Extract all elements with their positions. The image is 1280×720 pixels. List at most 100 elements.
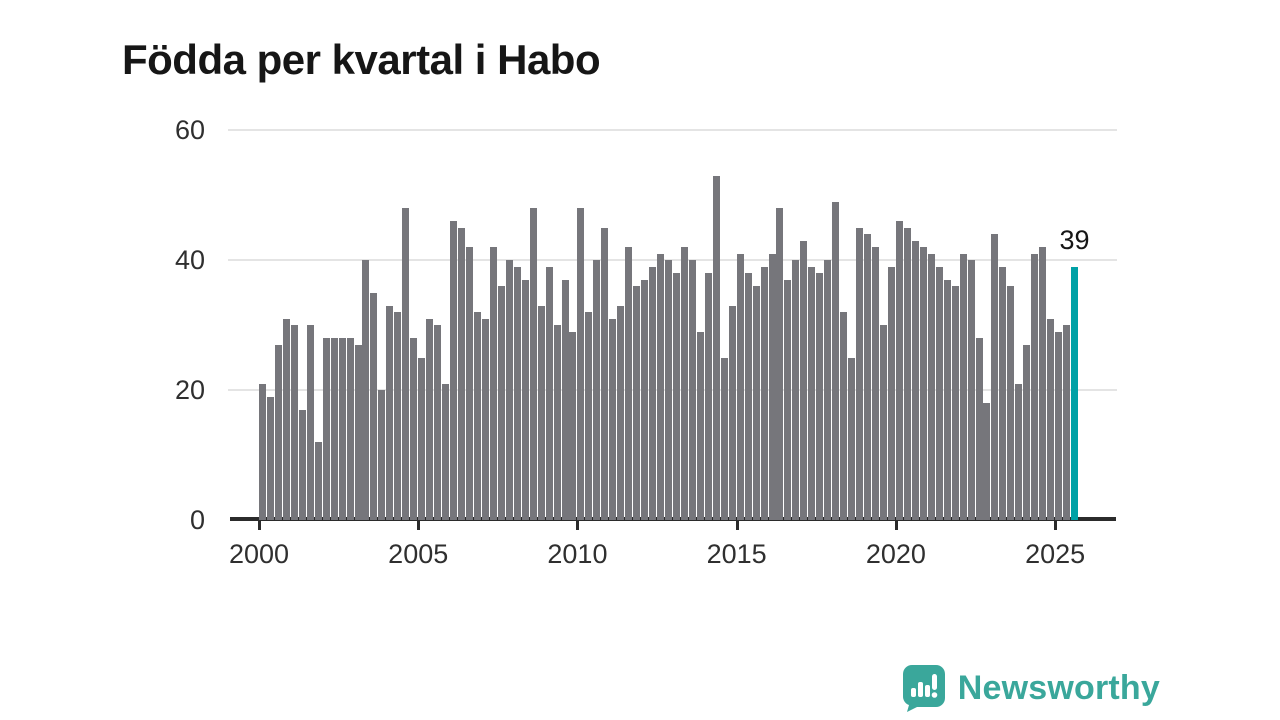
- x-axis-tick: [417, 521, 421, 530]
- newsworthy-wordmark: Newsworthy: [957, 668, 1160, 707]
- bar: [665, 260, 673, 520]
- bar: [903, 227, 911, 520]
- bar: [927, 253, 935, 520]
- y-axis-tick-label: 20: [174, 375, 205, 405]
- newsworthy-logo-icon: [902, 664, 946, 712]
- bar: [1015, 383, 1023, 520]
- bar: [633, 286, 641, 520]
- x-axis-tick-label: 2025: [1025, 539, 1086, 569]
- bar: [895, 221, 903, 520]
- bar: [450, 221, 458, 520]
- x-axis-tick: [258, 521, 261, 530]
- bar: [609, 318, 617, 520]
- bar: [1023, 344, 1031, 520]
- bar: [784, 279, 792, 520]
- bar: [569, 331, 577, 520]
- bar: [259, 383, 266, 520]
- highlighted-bar: [1071, 266, 1079, 520]
- bar: [489, 247, 497, 520]
- highlight-value-label: 39: [1059, 224, 1090, 255]
- bar: [680, 247, 688, 520]
- bar: [864, 234, 872, 520]
- bar: [649, 266, 657, 520]
- bar: [1055, 331, 1063, 520]
- bar: [617, 305, 625, 520]
- bar: [641, 279, 649, 520]
- bar: [999, 266, 1007, 520]
- bar: [378, 390, 386, 520]
- bar: [386, 305, 394, 520]
- bar: [290, 325, 298, 520]
- bar: [967, 260, 975, 520]
- bar: [370, 292, 378, 520]
- x-axis-tick-label: 2000: [228, 539, 290, 569]
- bar: [856, 227, 864, 520]
- bar: [394, 312, 402, 520]
- bar: [1031, 253, 1039, 520]
- bar: [625, 247, 633, 520]
- bar: [704, 273, 712, 520]
- gridline-20: [228, 389, 1117, 391]
- x-axis-tick: [894, 521, 898, 530]
- bar: [537, 305, 545, 520]
- bar: [593, 260, 601, 520]
- x-axis-tick: [735, 521, 739, 530]
- bar: [808, 266, 816, 520]
- bar: [545, 266, 553, 520]
- bar: [434, 325, 442, 520]
- bar: [362, 260, 370, 520]
- bar: [744, 273, 752, 520]
- bar: [354, 344, 362, 520]
- bar: [601, 227, 609, 520]
- bar: [879, 325, 887, 520]
- bar: [426, 318, 434, 520]
- bar: [338, 338, 346, 520]
- bar: [848, 357, 856, 520]
- bar: [529, 208, 537, 520]
- branding: Newsworthy: [902, 664, 1160, 712]
- bar: [736, 253, 744, 520]
- bar: [513, 266, 521, 520]
- x-axis-tick-label: 2005: [388, 539, 449, 569]
- bar: [696, 331, 704, 520]
- y-axis-tick-label: 0: [189, 505, 205, 535]
- x-axis-tick-label: 2010: [547, 539, 608, 569]
- bar: [1039, 247, 1047, 520]
- x-axis-tick: [576, 521, 580, 530]
- bar: [1063, 325, 1071, 520]
- bar: [561, 279, 569, 520]
- bar: [1007, 286, 1015, 520]
- bar: [712, 175, 720, 520]
- bar: [418, 357, 426, 520]
- x-axis-tick-label: 2020: [865, 539, 926, 569]
- gridline-60: [228, 129, 1117, 131]
- bar: [872, 247, 879, 520]
- bar: [688, 260, 696, 520]
- bar: [919, 247, 927, 520]
- x-axis-tick: [1054, 521, 1058, 530]
- bar: [505, 260, 513, 520]
- bar: [792, 260, 800, 520]
- bar: [832, 201, 840, 520]
- bar: [760, 266, 768, 520]
- bar: [481, 318, 489, 520]
- bar: [306, 325, 314, 520]
- bar: [442, 383, 450, 520]
- bar: [282, 318, 290, 520]
- bar: [473, 312, 481, 520]
- bar: [458, 227, 466, 520]
- bar: [887, 266, 895, 520]
- bar: [816, 273, 824, 520]
- bar: [266, 396, 274, 520]
- bar: [720, 357, 728, 520]
- bar: [935, 266, 943, 520]
- bar: [768, 253, 776, 520]
- bar: [752, 286, 760, 520]
- bar: [346, 338, 354, 520]
- bar: [314, 442, 322, 520]
- bar: [298, 409, 306, 520]
- bar: [497, 286, 505, 520]
- bar: [465, 247, 473, 520]
- bar: [322, 338, 330, 520]
